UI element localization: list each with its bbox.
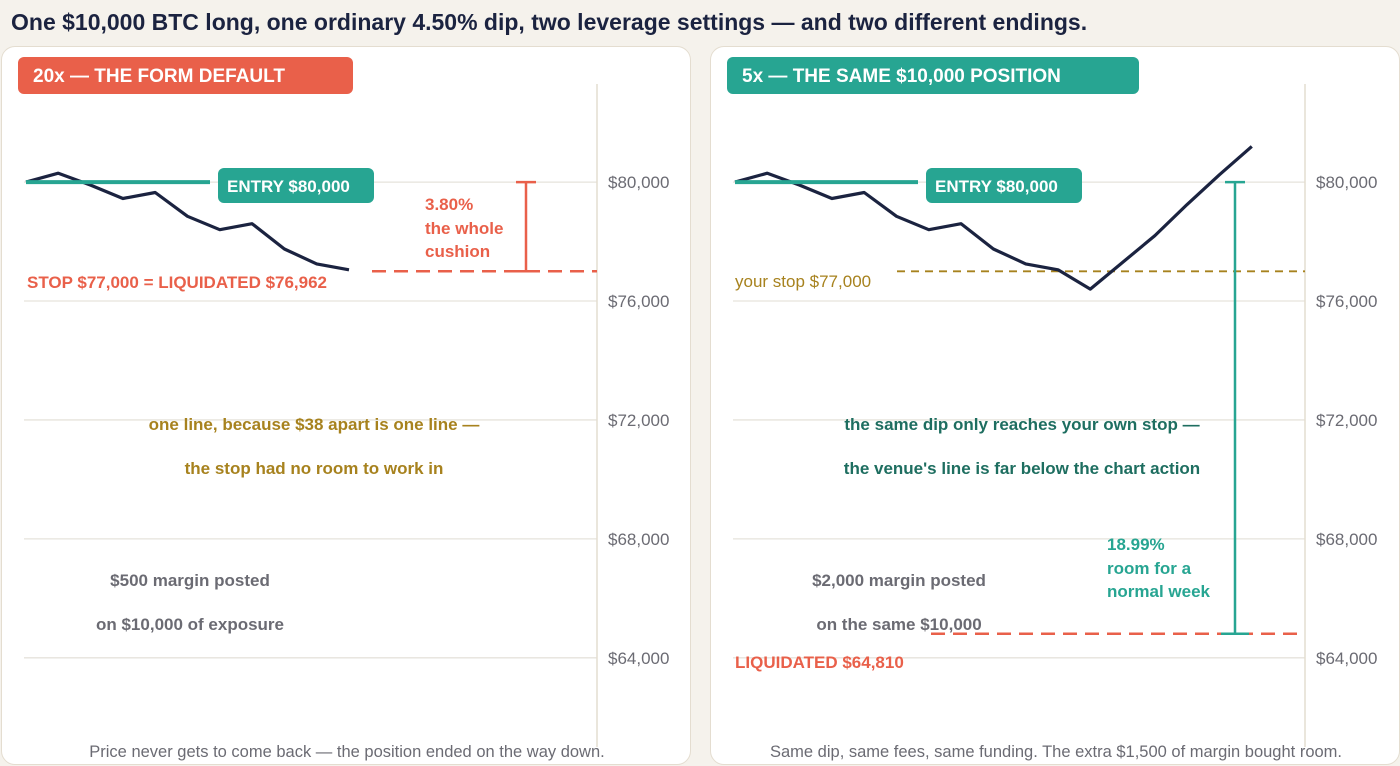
margin-note-line2: on $10,000 of exposure (96, 615, 284, 634)
stop-liquidation-label: STOP $77,000 = LIQUIDATED $76,962 (27, 273, 327, 292)
y-tick-label: $64,000 (1316, 649, 1377, 668)
y-tick-label: $80,000 (1316, 173, 1377, 192)
room-bracket (1221, 180, 1249, 635)
room-percent: 18.99% (1107, 535, 1165, 554)
y-tick-label: $80,000 (608, 173, 669, 192)
y-tick-label: $72,000 (608, 411, 669, 430)
liquidation-label: LIQUIDATED $64,810 (735, 653, 904, 672)
y-tick-label: $76,000 (1316, 292, 1377, 311)
margin-note-line2: on the same $10,000 (816, 615, 981, 634)
y-tick-label: $64,000 (608, 649, 669, 668)
annotation-line2: the stop had no room to work in (185, 459, 444, 478)
panel-tag-bg (727, 57, 1139, 94)
annotation-line1: one line, because $38 apart is one line … (149, 415, 480, 434)
panel-tag-20x: 20x — THE FORM DEFAULT (18, 57, 353, 94)
y-tick-labels: $80,000 $76,000 $72,000 $68,000 $64,000 (608, 173, 669, 668)
y-tick-label: $68,000 (608, 530, 669, 549)
chart-5x: $80,000 $76,000 $72,000 $68,000 $64,000 your… (733, 84, 1377, 761)
cushion-label-line3: cushion (425, 242, 490, 261)
chart-20x: $80,000 $76,000 $72,000 $68,000 $64,000 3.80… (24, 84, 669, 761)
room-label-line2: room for a (1107, 559, 1192, 578)
panel-tag-label: 5x — THE SAME $10,000 POSITION (742, 66, 1061, 87)
y-tick-labels: $80,000 $76,000 $72,000 $68,000 $64,000 (1316, 173, 1377, 668)
entry-label: ENTRY $80,000 (227, 177, 350, 196)
room-label-line3: normal week (1107, 582, 1211, 601)
entry-label: ENTRY $80,000 (935, 177, 1058, 196)
your-stop-label: your stop $77,000 (735, 272, 871, 291)
cushion-label-line2: the whole (425, 219, 503, 238)
page-title: One $10,000 BTC long, one ordinary 4.50%… (11, 9, 1088, 35)
panel-tag-5x: 5x — THE SAME $10,000 POSITION (727, 57, 1139, 94)
margin-note-line1: $2,000 margin posted (812, 571, 986, 590)
panel-tag-bg (18, 57, 353, 94)
panel-footer: Same dip, same fees, same funding. The e… (770, 743, 1342, 761)
chart-panel-20x: $80,000 $76,000 $72,000 $68,000 $64,000 3.80… (1, 46, 691, 765)
cushion-bracket (512, 180, 540, 273)
entry-badge (218, 168, 374, 203)
margin-note-line1: $500 margin posted (110, 571, 270, 590)
panel-footer: Price never gets to come back — the posi… (89, 743, 604, 761)
grid-lines (24, 181, 597, 659)
entry-badge (926, 168, 1082, 203)
y-tick-label: $72,000 (1316, 411, 1377, 430)
panel-tag-label: 20x — THE FORM DEFAULT (33, 66, 285, 87)
annotation-line2: the venue's line is far below the chart … (844, 459, 1200, 478)
y-tick-label: $68,000 (1316, 530, 1377, 549)
price-series-line (734, 145, 1253, 291)
y-tick-label: $76,000 (608, 292, 669, 311)
chart-panel-5x: $80,000 $76,000 $72,000 $68,000 $64,000 your… (710, 46, 1400, 765)
cushion-percent: 3.80% (425, 195, 473, 214)
annotation-line1: the same dip only reaches your own stop … (844, 415, 1199, 434)
